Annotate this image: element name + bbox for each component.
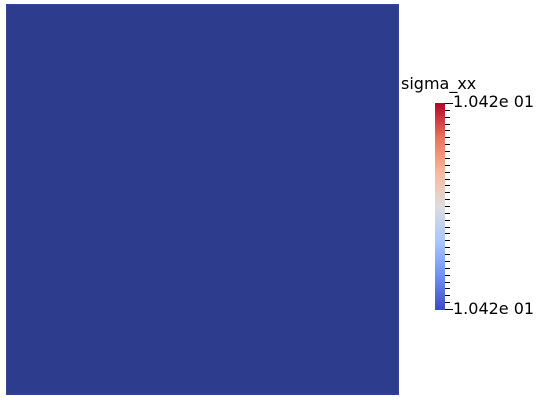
legend-min-label: 1.042e 01 [453,299,535,318]
colorbar-tick [445,103,453,104]
colorbar-tick [445,288,450,289]
colorbar-tick [445,268,450,269]
colorbar-tick [445,213,450,214]
legend-title: sigma_xx [401,74,477,93]
colorbar-tick [445,275,450,276]
colorbar-tick [445,247,450,248]
colorbar-tick [445,165,450,166]
colorbar-tick [445,117,450,118]
colorbar-tick [445,240,450,241]
mesh-surface[interactable] [6,4,399,395]
colorbar-tick [445,199,450,200]
colorbar-tick [445,206,450,207]
colorbar-tick [445,295,450,296]
colorbar-tick [445,261,450,262]
colorbar-tick [445,309,453,310]
colorbar-tick [445,192,450,193]
colorbar-tick [445,172,450,173]
colorbar-tick [445,110,450,111]
colorbar-tick [445,151,450,152]
colorbar-tick [445,130,450,131]
colorbar-tick [445,220,450,221]
colorbar-tick [445,227,450,228]
colorbar-tick [445,158,450,159]
colorbar-tick [445,282,450,283]
legend-max-label: 1.042e 01 [453,92,535,111]
colorbar-tick [445,179,450,180]
colorbar-ticks [445,103,453,310]
colorbar-tick [445,137,450,138]
colorbar-tick [445,124,450,125]
colorbar-tick [445,254,450,255]
colorbar-tick [445,185,450,186]
colorbar-tick [445,144,450,145]
colorbar-tick [445,233,450,234]
colorbar-gradient [435,103,445,310]
colorbar-tick [445,302,450,303]
